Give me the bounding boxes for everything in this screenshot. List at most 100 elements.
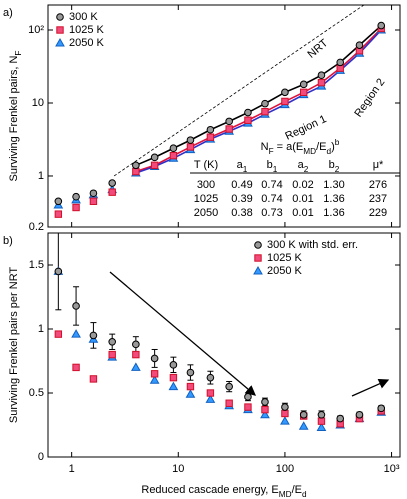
y-tick-label: 0.5 [29,387,44,399]
trend-arrow [351,378,390,397]
table-header-part: b [329,159,335,171]
data-point [336,414,345,423]
table-cell: 1.36 [323,207,344,219]
data-point [225,125,233,133]
data-point [299,410,308,419]
legend-label: 1025 K [69,24,105,36]
region-label: Region 2 [352,76,387,119]
data-point [377,21,386,30]
y-tick-label: 10 [32,97,44,109]
data-point [72,302,80,310]
region-label: Region 1 [283,113,328,142]
table-header-part: μ* [373,159,384,171]
data-point [132,350,140,359]
legend-label: 2050 K [267,265,303,277]
data-point [186,382,195,391]
data-point [132,167,140,176]
data-point [355,41,364,49]
data-point [281,409,289,418]
data-point [71,329,81,338]
table-formula-sup: b [335,138,340,147]
legend-label: 2050 K [69,37,105,49]
legend-marker [56,13,64,21]
legend-marker [55,37,65,47]
table-cell: 0.74 [261,179,282,191]
data-point [149,375,160,384]
table-cell: 0.39 [231,193,252,205]
data-point [261,99,269,108]
y-tick-label: 0.2 [29,221,44,233]
plot-area [53,5,387,218]
data-point [206,389,215,397]
data-point [186,143,195,151]
data-point [336,58,345,67]
data-point [150,370,159,378]
data-point [244,116,252,124]
data-point [244,108,252,117]
y-axis-label-sub: F [14,51,23,56]
data-point [355,410,364,419]
data-point [316,422,327,432]
y-axis-label: Surviving Frenkel pairs per NRT [8,267,20,424]
x-tick-label: 100 [276,463,294,475]
table-formula-sub: d [327,147,332,156]
table-header-part: b [267,159,273,171]
table-cell: 1025 [194,193,218,205]
table-cell: 229 [369,207,387,219]
nrt-line [113,5,365,177]
x-axis-label-part: /E [292,484,302,496]
data-point [72,192,80,201]
table-cell: 0.02 [292,179,313,191]
table-header: b2 [329,159,340,174]
data-point [150,153,159,162]
table-header-sub: 1 [243,165,248,174]
data-point [317,410,326,419]
data-point [261,107,269,116]
data-point [54,197,63,206]
table-cell: 276 [369,179,387,191]
plot-frame [47,232,401,458]
data-point [169,144,178,153]
table-cell: 0.38 [231,207,252,219]
data-point [377,404,386,413]
data-point [205,394,216,403]
data-point [298,421,309,430]
legend-marker [254,241,262,249]
data-point [89,375,98,383]
y-tick-label: 10² [28,24,44,36]
data-point [169,151,178,160]
data-point [130,362,141,371]
data-point [72,363,80,372]
data-point [72,203,80,212]
data-point [299,80,308,89]
y-tick-label: 1 [38,170,44,182]
data-point [108,350,116,359]
table-header-part: T (K) [194,159,218,171]
table-cell: 0.01 [292,193,313,205]
trend-arrow [109,271,256,396]
data-point [206,133,215,141]
data-point [317,78,326,87]
data-point [108,188,116,196]
data-point [150,354,159,363]
data-point [225,382,233,391]
x-tick-label: 1 [69,463,75,475]
table-cell: 1.30 [323,179,344,191]
data-point [300,88,308,97]
legend-label: 1025 K [267,252,303,264]
legend-label: 300 K [69,11,98,23]
table-cell: 2050 [194,207,218,219]
data-point [185,389,196,398]
data-point [281,403,289,411]
table-formula-sub: MD [303,147,316,156]
data-point [108,338,116,346]
data-point [150,161,159,170]
data-point [317,417,326,425]
nrt-label: NRT [305,37,330,61]
x-axis-label-part: Reduced cascade energy, E [141,484,278,496]
y-tick-label: 1.5 [29,259,44,271]
panel-label: b) [3,235,13,247]
y-tick-label: 0 [38,451,44,463]
data-point [317,71,326,80]
